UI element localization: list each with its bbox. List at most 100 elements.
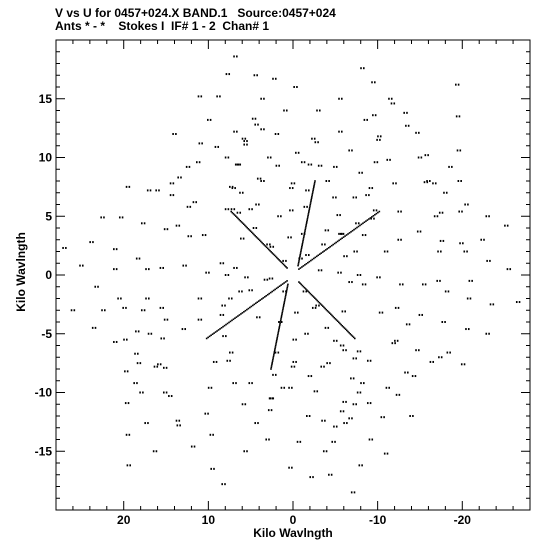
uv-point	[359, 391, 362, 394]
uv-point	[357, 222, 360, 225]
uv-point	[394, 306, 397, 309]
uv-point	[274, 346, 277, 348]
uv-point	[400, 210, 402, 213]
uv-point	[236, 211, 239, 214]
uv-point	[343, 327, 346, 329]
uv-point	[335, 241, 337, 244]
uv-point	[272, 289, 275, 292]
uv-point	[91, 326, 94, 329]
uv-point	[372, 215, 375, 217]
uv-point	[467, 328, 470, 331]
uv-point	[321, 419, 323, 422]
uv-point	[338, 130, 340, 133]
uv-point	[328, 473, 330, 476]
uv-point	[318, 253, 321, 255]
uv-point	[360, 223, 363, 226]
uv-point	[185, 264, 187, 267]
uv-point	[170, 395, 173, 398]
uv-point	[118, 216, 121, 219]
uv-point	[343, 255, 345, 258]
uv-point	[336, 214, 339, 217]
uv-point	[253, 303, 256, 306]
y-tick-label: -10	[35, 386, 53, 400]
uv-point	[262, 242, 264, 245]
uv-point	[188, 165, 191, 168]
uv-point	[303, 287, 306, 289]
uv-point	[351, 281, 353, 284]
uv-point	[326, 362, 328, 365]
uv-point	[301, 284, 304, 287]
uv-point	[293, 182, 296, 185]
uv-point	[352, 196, 355, 199]
uv-point	[323, 250, 326, 252]
uv-point	[335, 165, 338, 168]
uv-point	[255, 236, 258, 238]
uv-point	[148, 297, 150, 300]
uv-point	[268, 277, 271, 280]
uv-point	[420, 156, 423, 159]
uv-point	[301, 266, 303, 268]
uv-point	[271, 361, 274, 364]
uv-point	[282, 307, 285, 309]
uv-point	[361, 171, 363, 174]
uv-point	[250, 231, 253, 234]
uv-point	[315, 298, 317, 301]
uv-point	[308, 209, 310, 212]
uv-point	[414, 375, 417, 378]
uv-point	[227, 274, 230, 276]
uv-point	[330, 473, 333, 476]
uv-point	[371, 187, 374, 190]
uv-point	[336, 240, 339, 243]
uv-point	[241, 312, 244, 314]
uv-point	[455, 115, 458, 118]
uv-point	[277, 133, 280, 135]
uv-point	[242, 223, 245, 226]
uv-point	[377, 211, 379, 214]
uv-point	[180, 176, 182, 179]
uv-point	[395, 393, 398, 396]
uv-point	[274, 344, 277, 347]
uv-point	[310, 293, 313, 296]
uv-point	[305, 222, 308, 225]
uv-point	[424, 154, 427, 157]
uv-point	[340, 323, 342, 326]
uv-point	[379, 138, 381, 141]
uv-point	[234, 187, 236, 190]
uv-point	[333, 165, 335, 168]
uv-point	[128, 433, 131, 436]
uv-point	[364, 283, 367, 286]
uv-point	[266, 243, 268, 246]
uv-point	[272, 357, 274, 359]
uv-point	[219, 95, 221, 98]
uv-point	[406, 111, 408, 114]
uv-point	[287, 283, 289, 286]
uv-point	[311, 137, 313, 140]
uv-point	[252, 227, 255, 229]
uv-point	[280, 316, 283, 319]
uv-point	[361, 234, 364, 237]
uv-point	[125, 185, 128, 188]
uv-point	[409, 415, 411, 417]
uv-point	[299, 252, 302, 254]
uv-point	[341, 310, 344, 313]
uv-point	[125, 433, 128, 436]
uv-point	[321, 251, 324, 253]
uv-point	[297, 261, 300, 264]
uv-point	[329, 362, 331, 365]
data-points	[62, 55, 521, 494]
uv-point	[303, 235, 305, 237]
uv-point	[443, 191, 445, 194]
uv-point	[248, 229, 251, 231]
uv-point	[297, 264, 299, 267]
uv-point	[306, 217, 309, 220]
uv-point	[355, 196, 357, 199]
uv-point	[208, 271, 210, 274]
uv-point	[274, 288, 276, 291]
uv-point	[226, 322, 229, 325]
uv-point	[291, 386, 293, 389]
uv-point	[285, 291, 288, 294]
uv-point	[335, 196, 337, 199]
uv-point	[260, 180, 262, 182]
uv-point	[204, 412, 207, 415]
uv-point	[241, 403, 244, 406]
